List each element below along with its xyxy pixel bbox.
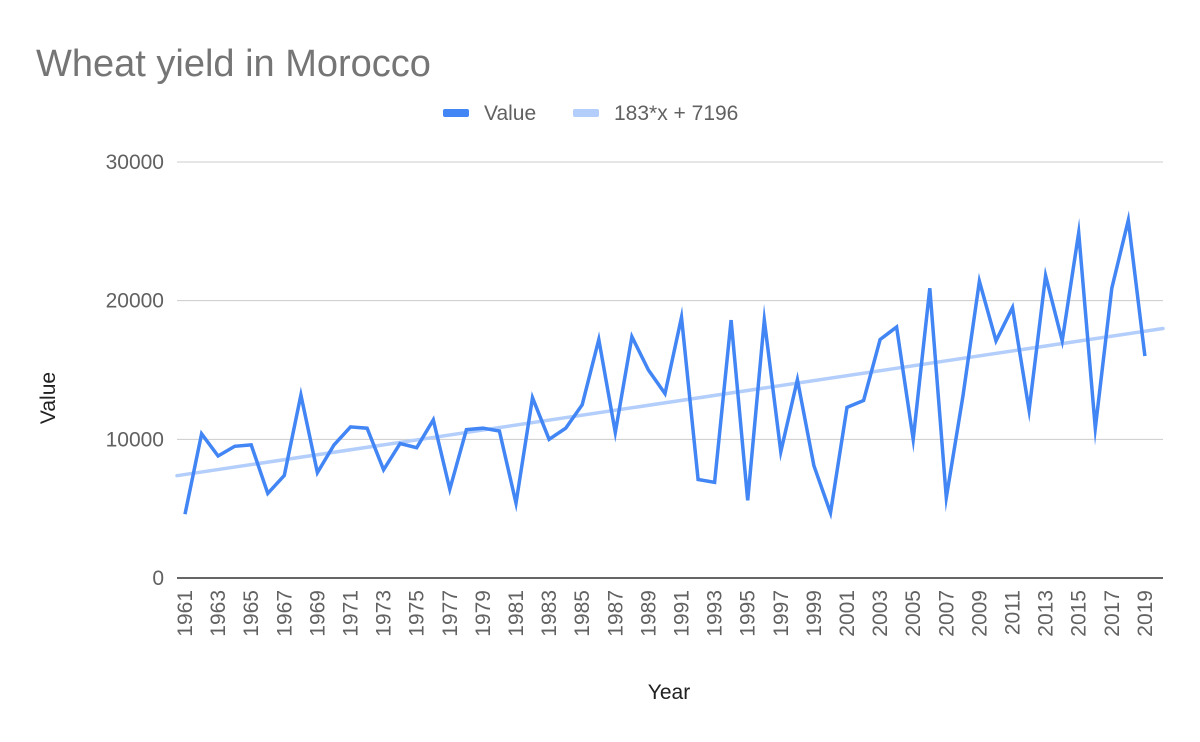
legend-swatch-value (443, 109, 469, 117)
x-tick-label: 2005 (902, 590, 925, 637)
x-tick-label: 1987 (604, 590, 627, 637)
x-tick-label: 1993 (704, 590, 727, 637)
x-tick-label: 2001 (836, 590, 859, 637)
trendline (175, 326, 1165, 478)
x-tick-label: 2003 (869, 590, 892, 637)
y-tick-label: 0 (152, 567, 164, 590)
y-axis-title: Value (37, 372, 60, 424)
y-axis-ticks: 0 10000 20000 30000 (106, 151, 164, 590)
y-tick-label: 10000 (106, 428, 164, 451)
x-tick-label: 1969 (306, 590, 329, 637)
x-tick-label: 2007 (935, 590, 958, 637)
x-tick-label: 2009 (968, 590, 991, 637)
x-tick-label: 1999 (803, 590, 826, 637)
x-tick-label: 2015 (1068, 590, 1091, 637)
trendline-layer (175, 326, 1165, 478)
y-tick-label: 20000 (106, 290, 164, 313)
x-tick-label: 2011 (1002, 590, 1025, 635)
x-tick-label: 1971 (340, 590, 363, 637)
x-tick-label: 1973 (373, 590, 396, 637)
x-tick-label: 1989 (637, 590, 660, 637)
x-tick-label: 1963 (207, 590, 230, 637)
legend-label-value: Value (484, 102, 536, 125)
x-tick-label: 1981 (505, 590, 528, 637)
series-layer (183, 210, 1147, 520)
x-tick-label: 1985 (571, 590, 594, 637)
x-tick-label: 2019 (1134, 590, 1157, 637)
x-tick-label: 1967 (273, 590, 296, 637)
x-axis-title: Year (648, 681, 690, 704)
x-tick-label: 2017 (1101, 590, 1124, 637)
legend-label-trendline: 183*x + 7196 (614, 102, 738, 125)
x-tick-label: 2013 (1035, 590, 1058, 637)
chart-title: Wheat yield in Morocco (36, 43, 431, 85)
x-tick-label: 1991 (671, 590, 694, 637)
y-tick-label: 30000 (106, 151, 164, 174)
series-line-value (183, 210, 1147, 520)
x-tick-label: 1961 (174, 590, 197, 637)
x-tick-label: 1977 (439, 590, 462, 637)
legend: Value 183*x + 7196 (443, 102, 738, 125)
gridlines (177, 161, 1163, 440)
x-tick-label: 1997 (770, 590, 793, 637)
x-tick-label: 1975 (406, 590, 429, 637)
legend-swatch-trendline (573, 109, 599, 117)
x-axis-ticks: 1961 1963 1965 1967 1969 1971 1973 1975 1977 1979… (174, 590, 1157, 637)
x-tick-label: 1979 (472, 590, 495, 637)
x-tick-label: 1965 (240, 590, 263, 637)
x-tick-label: 1995 (737, 590, 760, 637)
x-tick-label: 1983 (538, 590, 561, 637)
